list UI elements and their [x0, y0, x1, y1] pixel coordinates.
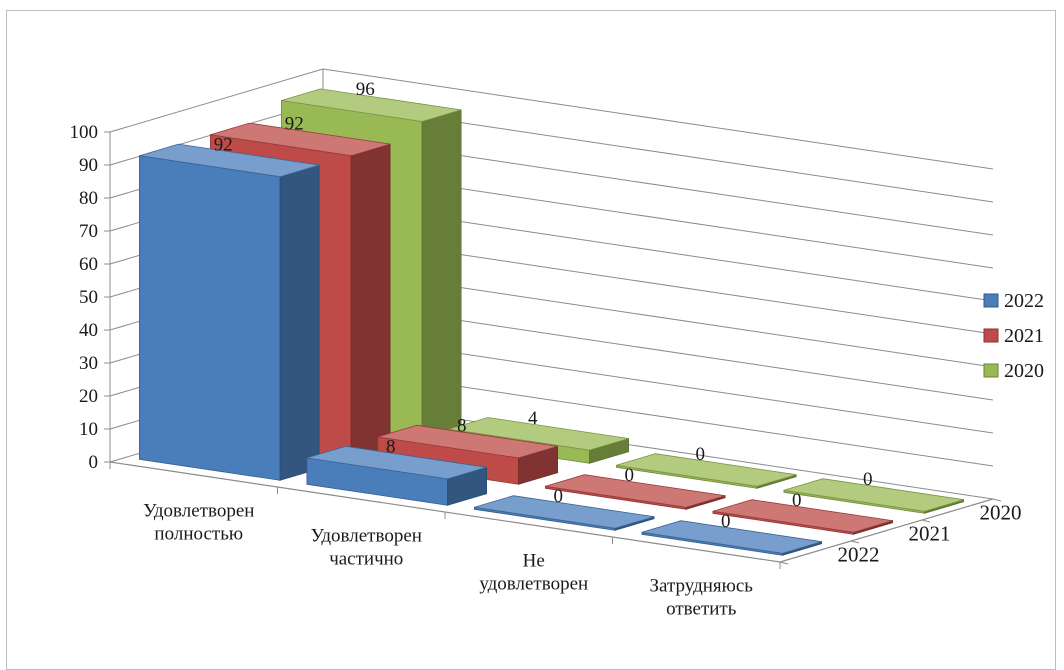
legend-label: 2022 — [1004, 290, 1044, 312]
category-label: Затрудняюсь — [650, 576, 754, 597]
y-tick-label: 30 — [79, 353, 98, 374]
bar-2021-top — [377, 424, 558, 459]
bar-2021-top — [210, 122, 391, 157]
bar-2021-side — [350, 143, 391, 460]
gridline — [322, 68, 994, 170]
data-label: 4 — [528, 408, 538, 429]
data-label: 8 — [457, 416, 467, 437]
legend-swatch — [983, 328, 999, 343]
bar-2020-top — [281, 88, 462, 122]
y-tick-label: 60 — [79, 254, 98, 275]
data-label: 8 — [386, 437, 396, 458]
depth-tick-mark — [850, 540, 860, 544]
bar-2022-front — [138, 155, 281, 481]
bar-2022-top — [641, 520, 822, 554]
category-label: Не — [523, 551, 545, 572]
bar-2020-side — [421, 109, 462, 439]
depth-axis-label: 2021 — [909, 522, 951, 546]
data-label: 96 — [356, 79, 375, 100]
y-tick-label: 70 — [79, 221, 98, 242]
bar-2020-top — [448, 417, 629, 451]
data-label: 92 — [214, 134, 233, 155]
bar-2022-top — [306, 445, 487, 480]
data-label: 0 — [696, 444, 706, 465]
depth-axis-line — [779, 498, 994, 563]
depth-tick-mark — [779, 561, 789, 565]
bar-2022-side — [279, 164, 320, 481]
bar-2022-top — [139, 143, 320, 178]
depth-tick-mark — [921, 519, 931, 523]
y-tick-label: 20 — [79, 386, 98, 407]
category-label: полностью — [154, 524, 243, 545]
category-label: Удовлетворен — [311, 526, 422, 547]
y-tick-label: 10 — [79, 419, 98, 440]
y-tick-label: 0 — [89, 452, 99, 473]
legend-label: 2021 — [1004, 325, 1044, 347]
bar-2020-top — [616, 453, 797, 487]
data-label: 0 — [554, 486, 564, 507]
y-tick-label: 100 — [70, 122, 99, 143]
category-label: ответить — [666, 599, 737, 620]
data-label: 92 — [285, 113, 304, 134]
y-tick-label: 40 — [79, 320, 98, 341]
legend-label: 2020 — [1004, 360, 1044, 382]
y-tick-label: 80 — [79, 188, 98, 209]
legend-swatch — [983, 363, 999, 378]
data-label: 0 — [625, 465, 635, 486]
bar-2021-top — [545, 474, 726, 508]
side-wall-gridline — [109, 68, 324, 133]
bar-2021-top — [712, 499, 893, 533]
data-label: 0 — [721, 511, 731, 532]
category-label: частично — [329, 549, 403, 570]
depth-tick-mark — [992, 498, 1002, 502]
depth-axis-label: 2022 — [838, 543, 880, 567]
depth-axis-label: 2020 — [980, 501, 1022, 525]
category-label: удовлетворен — [479, 574, 588, 595]
legend-swatch — [983, 293, 999, 308]
bar-2020-top — [783, 478, 964, 512]
category-label: Удовлетворен — [143, 501, 254, 522]
y-tick-label: 50 — [79, 287, 98, 308]
data-label: 0 — [863, 469, 873, 490]
data-label: 0 — [792, 490, 802, 511]
bar-2022-top — [474, 495, 655, 529]
y-tick-label: 90 — [79, 155, 98, 176]
